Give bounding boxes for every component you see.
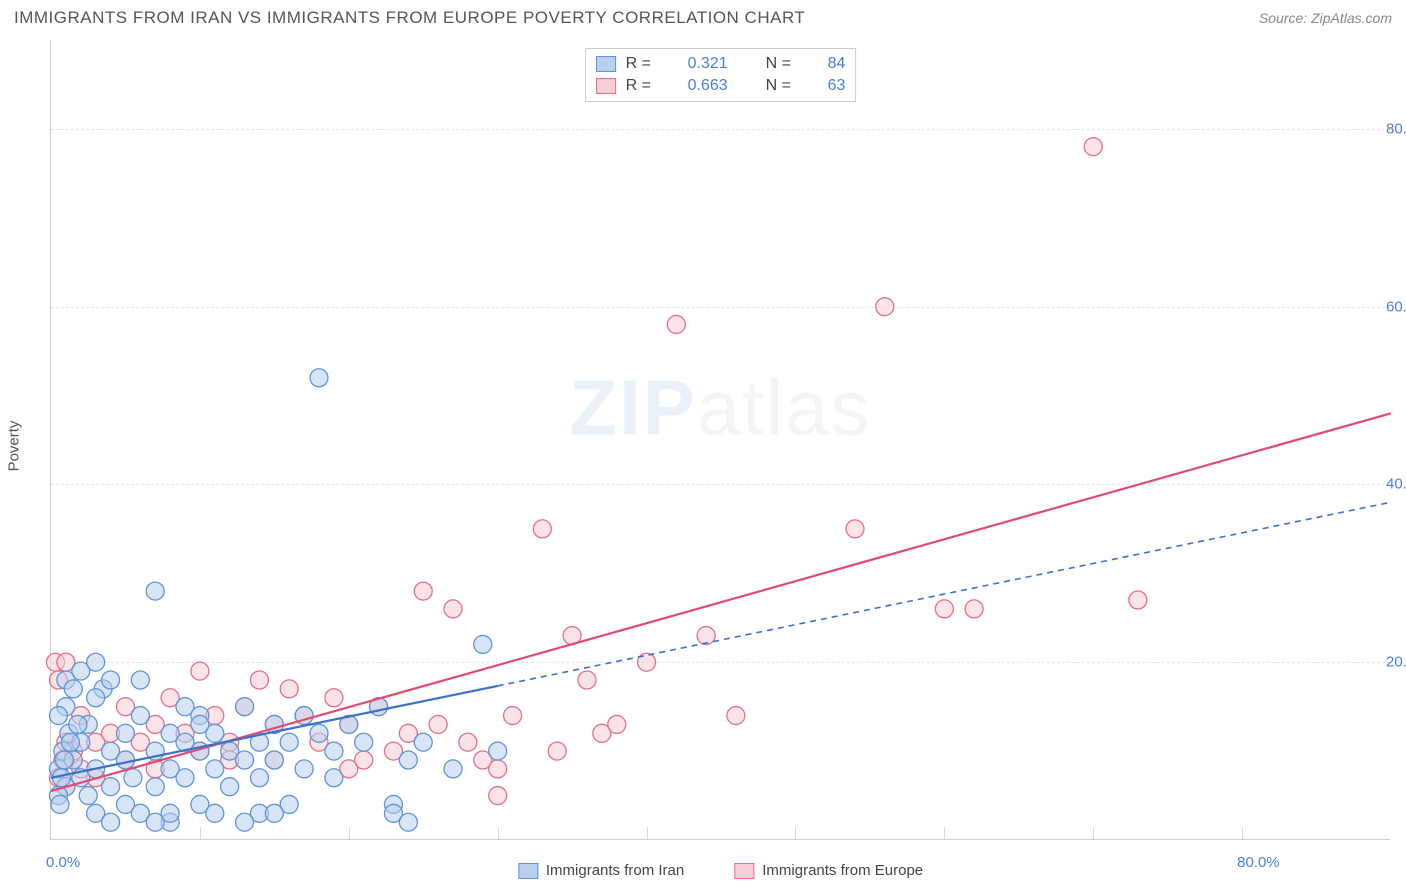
data-point <box>280 680 298 698</box>
data-point <box>325 689 343 707</box>
data-point <box>965 600 983 618</box>
data-point <box>236 813 254 831</box>
x-tick-label: 80.0% <box>1237 854 1280 871</box>
y-tick-label: 60.0% <box>1386 298 1406 315</box>
data-point <box>489 787 507 805</box>
data-point <box>250 769 268 787</box>
data-point <box>116 724 134 742</box>
data-point <box>280 733 298 751</box>
data-point <box>310 369 328 387</box>
data-point <box>325 742 343 760</box>
data-point <box>61 733 79 751</box>
data-point <box>355 751 373 769</box>
data-point <box>533 520 551 538</box>
data-point <box>176 769 194 787</box>
trend-line <box>498 502 1391 686</box>
data-point <box>935 600 953 618</box>
data-point <box>608 715 626 733</box>
data-point <box>727 707 745 725</box>
data-point <box>325 769 343 787</box>
data-point <box>399 751 417 769</box>
data-point <box>131 671 149 689</box>
data-point <box>355 733 373 751</box>
data-point <box>548 742 566 760</box>
data-point <box>49 707 67 725</box>
plot-region: ZIPatlas R = 0.321 N = 84 R = 0.663 N = … <box>50 40 1390 840</box>
x-tick-label: 0.0% <box>46 854 80 871</box>
data-point <box>69 715 87 733</box>
data-point <box>250 671 268 689</box>
legend-label-europe: Immigrants from Europe <box>762 862 923 879</box>
data-point <box>399 813 417 831</box>
data-point <box>459 733 477 751</box>
data-point <box>221 778 239 796</box>
data-point <box>124 769 142 787</box>
legend-swatch-iran <box>518 863 538 879</box>
data-point <box>102 778 120 796</box>
y-axis-label: Poverty <box>6 421 23 472</box>
data-point <box>667 315 685 333</box>
legend-swatch-iran <box>596 56 616 72</box>
y-tick-label: 40.0% <box>1386 476 1406 493</box>
data-point <box>310 724 328 742</box>
y-tick-label: 20.0% <box>1386 654 1406 671</box>
data-point <box>578 671 596 689</box>
legend-series: Immigrants from Iran Immigrants from Eur… <box>518 862 923 879</box>
source-label: Source: ZipAtlas.com <box>1259 10 1392 26</box>
data-point <box>116 751 134 769</box>
legend-stats: R = 0.321 N = 84 R = 0.663 N = 63 <box>585 48 857 102</box>
data-point <box>206 804 224 822</box>
data-point <box>87 653 105 671</box>
legend-swatch-europe <box>596 78 616 94</box>
data-point <box>489 760 507 778</box>
data-point <box>236 698 254 716</box>
data-point <box>504 707 522 725</box>
data-point <box>414 733 432 751</box>
page-title: IMMIGRANTS FROM IRAN VS IMMIGRANTS FROM … <box>14 8 805 28</box>
data-point <box>206 760 224 778</box>
data-point <box>876 298 894 316</box>
data-point <box>146 778 164 796</box>
data-point <box>64 680 82 698</box>
data-point <box>131 707 149 725</box>
data-point <box>1129 591 1147 609</box>
data-point <box>846 520 864 538</box>
legend-label-iran: Immigrants from Iran <box>546 862 684 879</box>
data-point <box>146 582 164 600</box>
legend-swatch-europe <box>734 863 754 879</box>
data-point <box>191 662 209 680</box>
data-point <box>161 804 179 822</box>
data-point <box>51 795 69 813</box>
data-point <box>489 742 507 760</box>
data-point <box>265 751 283 769</box>
data-point <box>55 751 73 769</box>
data-point <box>191 715 209 733</box>
y-tick-label: 80.0% <box>1386 120 1406 137</box>
data-point <box>87 689 105 707</box>
data-point <box>79 787 97 805</box>
data-point <box>414 582 432 600</box>
data-point <box>1084 138 1102 156</box>
data-point <box>474 635 492 653</box>
scatter-svg <box>51 40 1390 839</box>
data-point <box>102 671 120 689</box>
data-point <box>429 715 447 733</box>
data-point <box>444 760 462 778</box>
data-point <box>236 751 254 769</box>
chart-area: ZIPatlas R = 0.321 N = 84 R = 0.663 N = … <box>50 40 1390 840</box>
data-point <box>295 760 313 778</box>
data-point <box>265 804 283 822</box>
data-point <box>444 600 462 618</box>
data-point <box>697 627 715 645</box>
data-point <box>102 813 120 831</box>
trend-line <box>51 413 1391 791</box>
